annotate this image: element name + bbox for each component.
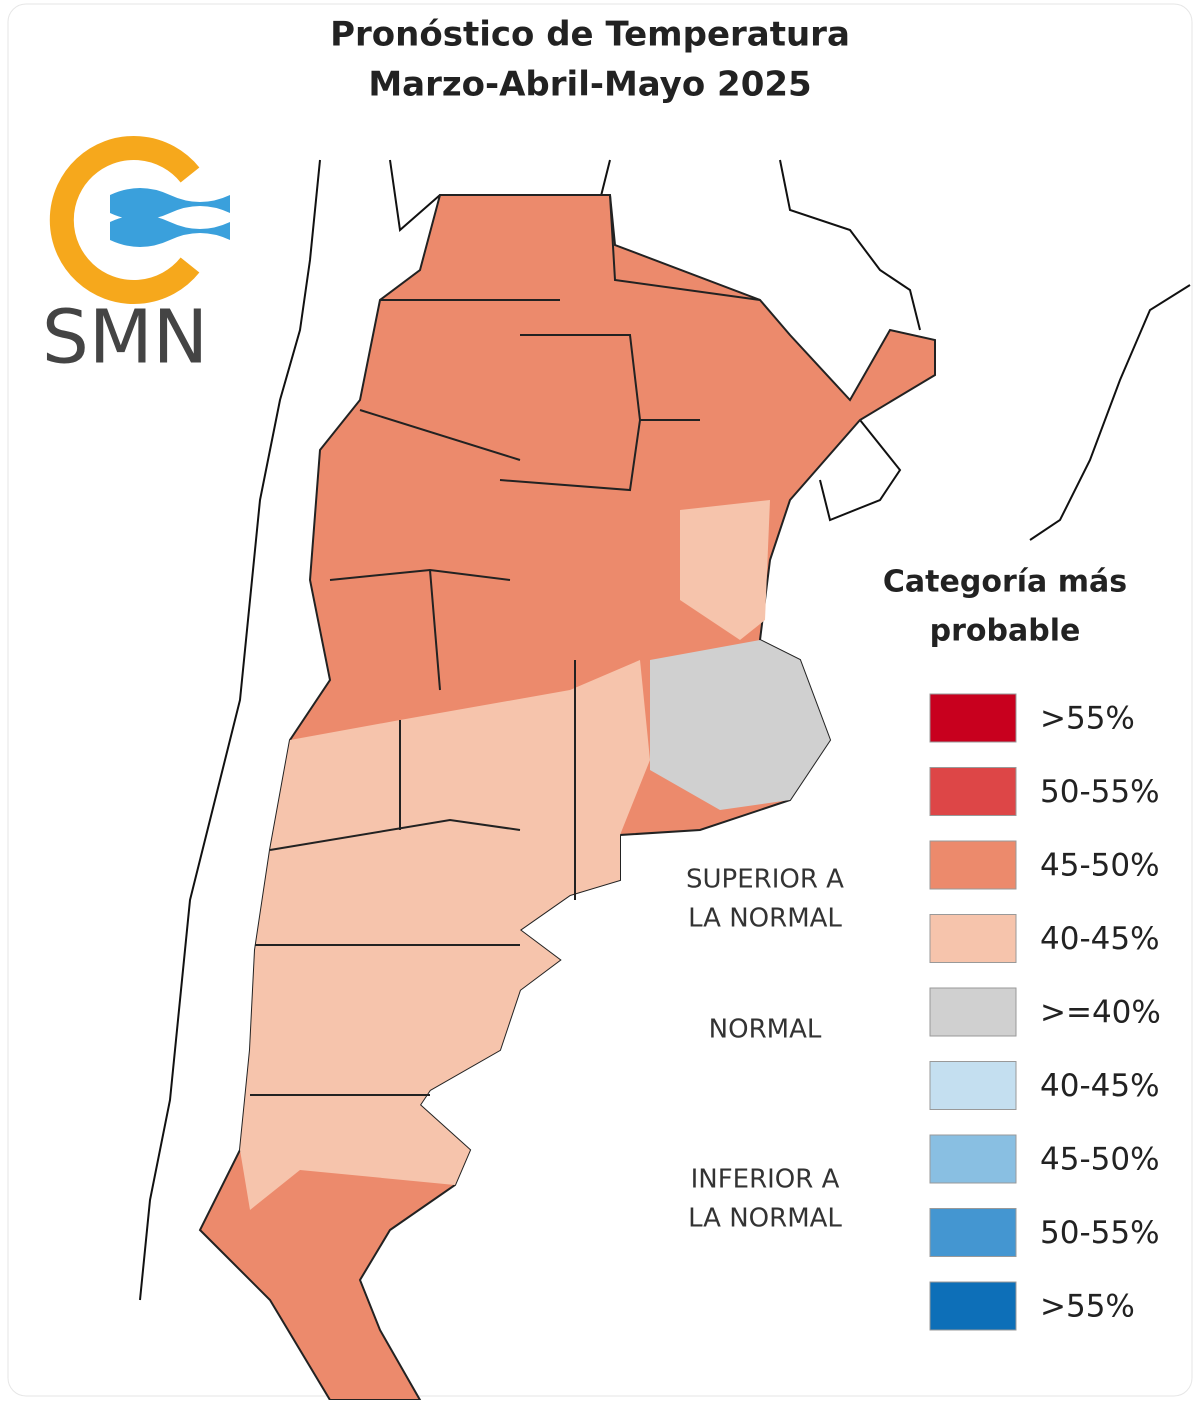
legend-swatch	[929, 1208, 1017, 1257]
logo-waves	[110, 188, 230, 247]
legend-swatch	[929, 1061, 1017, 1110]
legend-label: >=40%	[1040, 995, 1161, 1031]
region-mid	[240, 660, 650, 1210]
logo: SMN	[42, 136, 230, 381]
legend-swatch	[929, 1281, 1017, 1331]
legend-label: >55%	[1040, 701, 1135, 737]
legend-swatch	[929, 914, 1017, 963]
legend-label: 45-50%	[1040, 848, 1160, 884]
legend-swatch	[929, 840, 1017, 890]
region-normal	[650, 640, 830, 810]
legend: Categoría más probable	[883, 565, 1127, 649]
legend-swatch	[929, 987, 1017, 1037]
legend-swatch	[929, 767, 1017, 816]
borders	[389, 159, 1191, 541]
subtitle: Marzo-Abril-Mayo 2025	[368, 65, 811, 105]
legend-title: Categoría más	[883, 565, 1127, 600]
legend-label: 40-45%	[1040, 1068, 1160, 1104]
legend-label: 50-55%	[1040, 774, 1160, 810]
legend-label: 40-45%	[1040, 921, 1160, 957]
legend-swatch	[929, 1134, 1017, 1184]
region-mid-2	[680, 500, 770, 640]
legend-label: 50-55%	[1040, 1215, 1160, 1251]
category-label: LA NORMAL	[688, 1204, 842, 1234]
category-label: NORMAL	[709, 1015, 822, 1045]
logo-ring	[49, 136, 200, 304]
category-label: LA NORMAL	[688, 904, 842, 934]
argentina	[198, 194, 936, 1401]
legend-label: >55%	[1040, 1289, 1135, 1325]
legend-label: 45-50%	[1040, 1142, 1160, 1178]
chile-coast	[139, 159, 321, 1301]
logo-text: SMN	[42, 295, 208, 381]
province-borders	[250, 194, 761, 1096]
neighbors	[139, 159, 1191, 1301]
legend-title: probable	[930, 614, 1081, 649]
category-label: INFERIOR A	[691, 1165, 840, 1195]
legend-swatch	[929, 693, 1017, 743]
category-label: SUPERIOR A	[686, 865, 844, 895]
title: Pronóstico de Temperatura	[330, 15, 850, 55]
